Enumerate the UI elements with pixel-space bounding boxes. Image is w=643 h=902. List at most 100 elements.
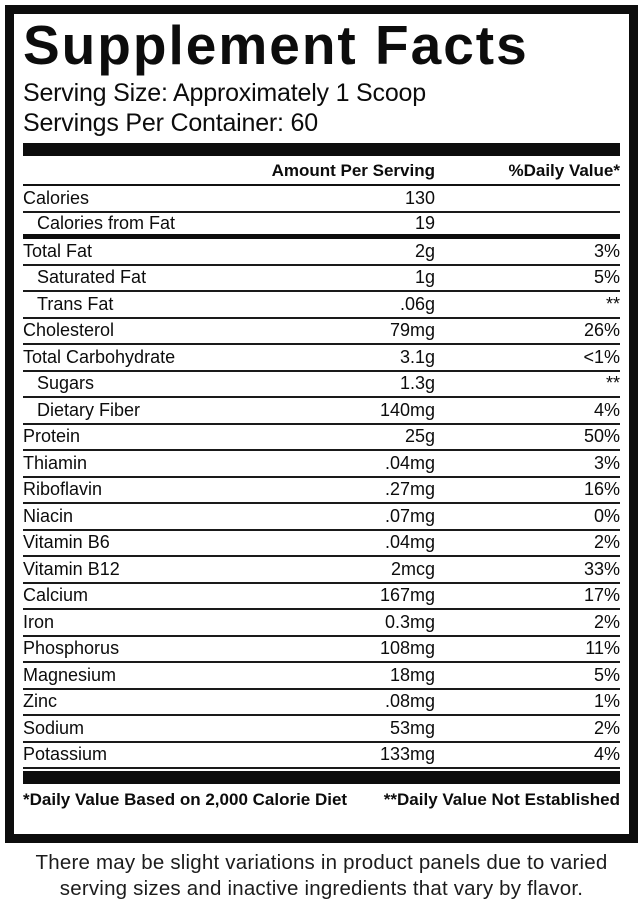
nutrient-name: Dietary Fiber — [37, 399, 141, 420]
nutrient-name: Protein — [23, 426, 81, 447]
amount-value: 1g — [414, 267, 435, 288]
amount-value: 167mg — [379, 585, 435, 606]
nutrient-name: Total Carbohydrate — [23, 346, 176, 367]
nutrient-row: Sugars 1.3g ** — [23, 372, 620, 398]
daily-value-column-header: %Daily Value* — [508, 161, 620, 180]
nutrient-name: Sodium — [23, 717, 85, 738]
nutrient-row: Niacin .07mg 0% — [23, 504, 620, 531]
amount-value: .07mg — [384, 505, 435, 526]
nutrient-name: Calories — [23, 187, 90, 208]
nutrient-row: Protein 25g 50% — [23, 425, 620, 451]
amount-value: .06g — [399, 293, 435, 314]
daily-value: <1% — [583, 346, 620, 367]
divider-bar-bottom — [23, 771, 620, 784]
amount-value: 1.3g — [399, 373, 435, 394]
nutrient-row: Total Carbohydrate 3.1g <1% — [23, 345, 620, 372]
amount-value: 3.1g — [399, 346, 435, 367]
daily-value: ** — [605, 373, 620, 394]
nutrient-row: Vitamin B12 2mcg 33% — [23, 557, 620, 584]
disclaimer-line-2: serving sizes and inactive ingredients t… — [59, 876, 584, 900]
daily-value: 1% — [593, 691, 620, 712]
daily-value: 2% — [593, 717, 620, 738]
nutrient-name: Niacin — [23, 505, 74, 526]
nutrient-name: Vitamin B12 — [23, 558, 120, 579]
supplement-facts-panel: Supplement Facts Serving Size: Approxima… — [5, 5, 638, 843]
nutrient-row: Calcium 167mg 17% — [23, 584, 620, 610]
nutrient-name: Zinc — [23, 691, 58, 712]
nutrient-row: Trans Fat .06g ** — [23, 292, 620, 319]
daily-value: 3% — [593, 452, 620, 473]
amount-value: 25g — [404, 426, 435, 447]
panel-title: Supplement Facts — [23, 14, 529, 76]
daily-value: 11% — [585, 638, 620, 659]
nutrient-name: Saturated Fat — [37, 267, 147, 288]
nutrient-name: Potassium — [23, 744, 108, 765]
nutrient-table: Calories 130 Calories from Fat 19 Total Fat 2… — [23, 186, 620, 769]
nutrient-row: Dietary Fiber 140mg 4% — [23, 398, 620, 425]
nutrient-name: Total Fat — [23, 240, 93, 261]
amount-value: 133mg — [379, 744, 435, 765]
nutrient-row: Calories 130 — [23, 186, 620, 213]
nutrient-row: Riboflavin .27mg 16% — [23, 478, 620, 504]
nutrient-name: Trans Fat — [37, 293, 114, 314]
nutrient-row: Magnesium 18mg 5% — [23, 663, 620, 690]
footnote-not-established: **Daily Value Not Established — [383, 789, 620, 809]
amount-value: 79mg — [389, 320, 435, 341]
daily-value: 5% — [593, 664, 620, 685]
daily-value: 33% — [583, 558, 620, 579]
nutrient-row: Calories from Fat 19 — [23, 212, 620, 239]
amount-value: .04mg — [384, 452, 435, 473]
disclaimer-line-1: There may be slight variations in produc… — [35, 851, 608, 874]
daily-value: 26% — [583, 320, 620, 341]
nutrient-name: Cholesterol — [23, 320, 115, 341]
daily-value: 3% — [593, 240, 620, 261]
daily-value: 17% — [583, 585, 620, 606]
nutrient-name: Sugars — [37, 373, 95, 394]
amount-value: 2g — [414, 240, 435, 261]
daily-value: 50% — [583, 426, 620, 447]
nutrient-row: Sodium 53mg 2% — [23, 716, 620, 743]
daily-value: 2% — [593, 611, 620, 632]
amount-value: 2mcg — [390, 558, 435, 579]
amount-value: 53mg — [389, 717, 435, 738]
amount-value: 140mg — [379, 399, 435, 420]
amount-value: 108mg — [379, 638, 435, 659]
daily-value: 2% — [593, 532, 620, 553]
table-header-row: Amount Per Serving %Daily Value* — [23, 156, 620, 186]
nutrient-row: Potassium 133mg 4% — [23, 743, 620, 769]
servings-per-container-line: Servings Per Container: 60 — [23, 109, 318, 137]
amount-value: 19 — [414, 212, 435, 233]
divider-bar-top — [23, 143, 620, 156]
footnotes-row: *Daily Value Based on 2,000 Calorie Diet… — [23, 784, 620, 815]
daily-value: ** — [605, 293, 620, 314]
nutrient-name: Vitamin B6 — [23, 532, 110, 553]
nutrient-name: Magnesium — [23, 664, 117, 685]
amount-value: 0.3mg — [384, 611, 435, 632]
nutrient-name: Thiamin — [23, 452, 88, 473]
nutrient-row: Iron 0.3mg 2% — [23, 610, 620, 637]
footnote-daily-value-basis: *Daily Value Based on 2,000 Calorie Diet — [23, 789, 348, 809]
amount-value: .04mg — [384, 532, 435, 553]
amount-value: .27mg — [384, 479, 435, 500]
daily-value: 16% — [583, 479, 620, 500]
amount-value: 130 — [404, 187, 435, 208]
nutrient-name: Calories from Fat — [37, 212, 176, 233]
nutrient-name: Phosphorus — [23, 638, 120, 659]
amount-value: 18mg — [389, 664, 435, 685]
amount-value: .08mg — [384, 691, 435, 712]
nutrient-name: Calcium — [23, 585, 89, 606]
nutrient-row: Vitamin B6 .04mg 2% — [23, 531, 620, 557]
daily-value: 5% — [593, 267, 620, 288]
nutrient-row: Cholesterol 79mg 26% — [23, 319, 620, 345]
nutrient-row: Thiamin .04mg 3% — [23, 451, 620, 478]
nutrient-row: Zinc .08mg 1% — [23, 690, 620, 716]
nutrient-row: Total Fat 2g 3% — [23, 239, 620, 266]
nutrient-name: Riboflavin — [23, 479, 103, 500]
disclaimer-text: There may be slight variations in produc… — [0, 850, 643, 901]
daily-value: 0% — [593, 505, 620, 526]
daily-value: 4% — [593, 744, 620, 765]
serving-size-line: Serving Size: Approximately 1 Scoop — [23, 79, 426, 107]
amount-column-header: Amount Per Serving — [271, 161, 435, 180]
nutrient-row: Saturated Fat 1g 5% — [23, 266, 620, 292]
daily-value: 4% — [593, 399, 620, 420]
